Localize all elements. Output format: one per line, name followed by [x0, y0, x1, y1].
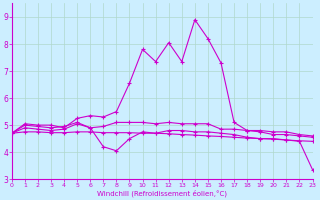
X-axis label: Windchill (Refroidissement éolien,°C): Windchill (Refroidissement éolien,°C) — [97, 189, 227, 197]
